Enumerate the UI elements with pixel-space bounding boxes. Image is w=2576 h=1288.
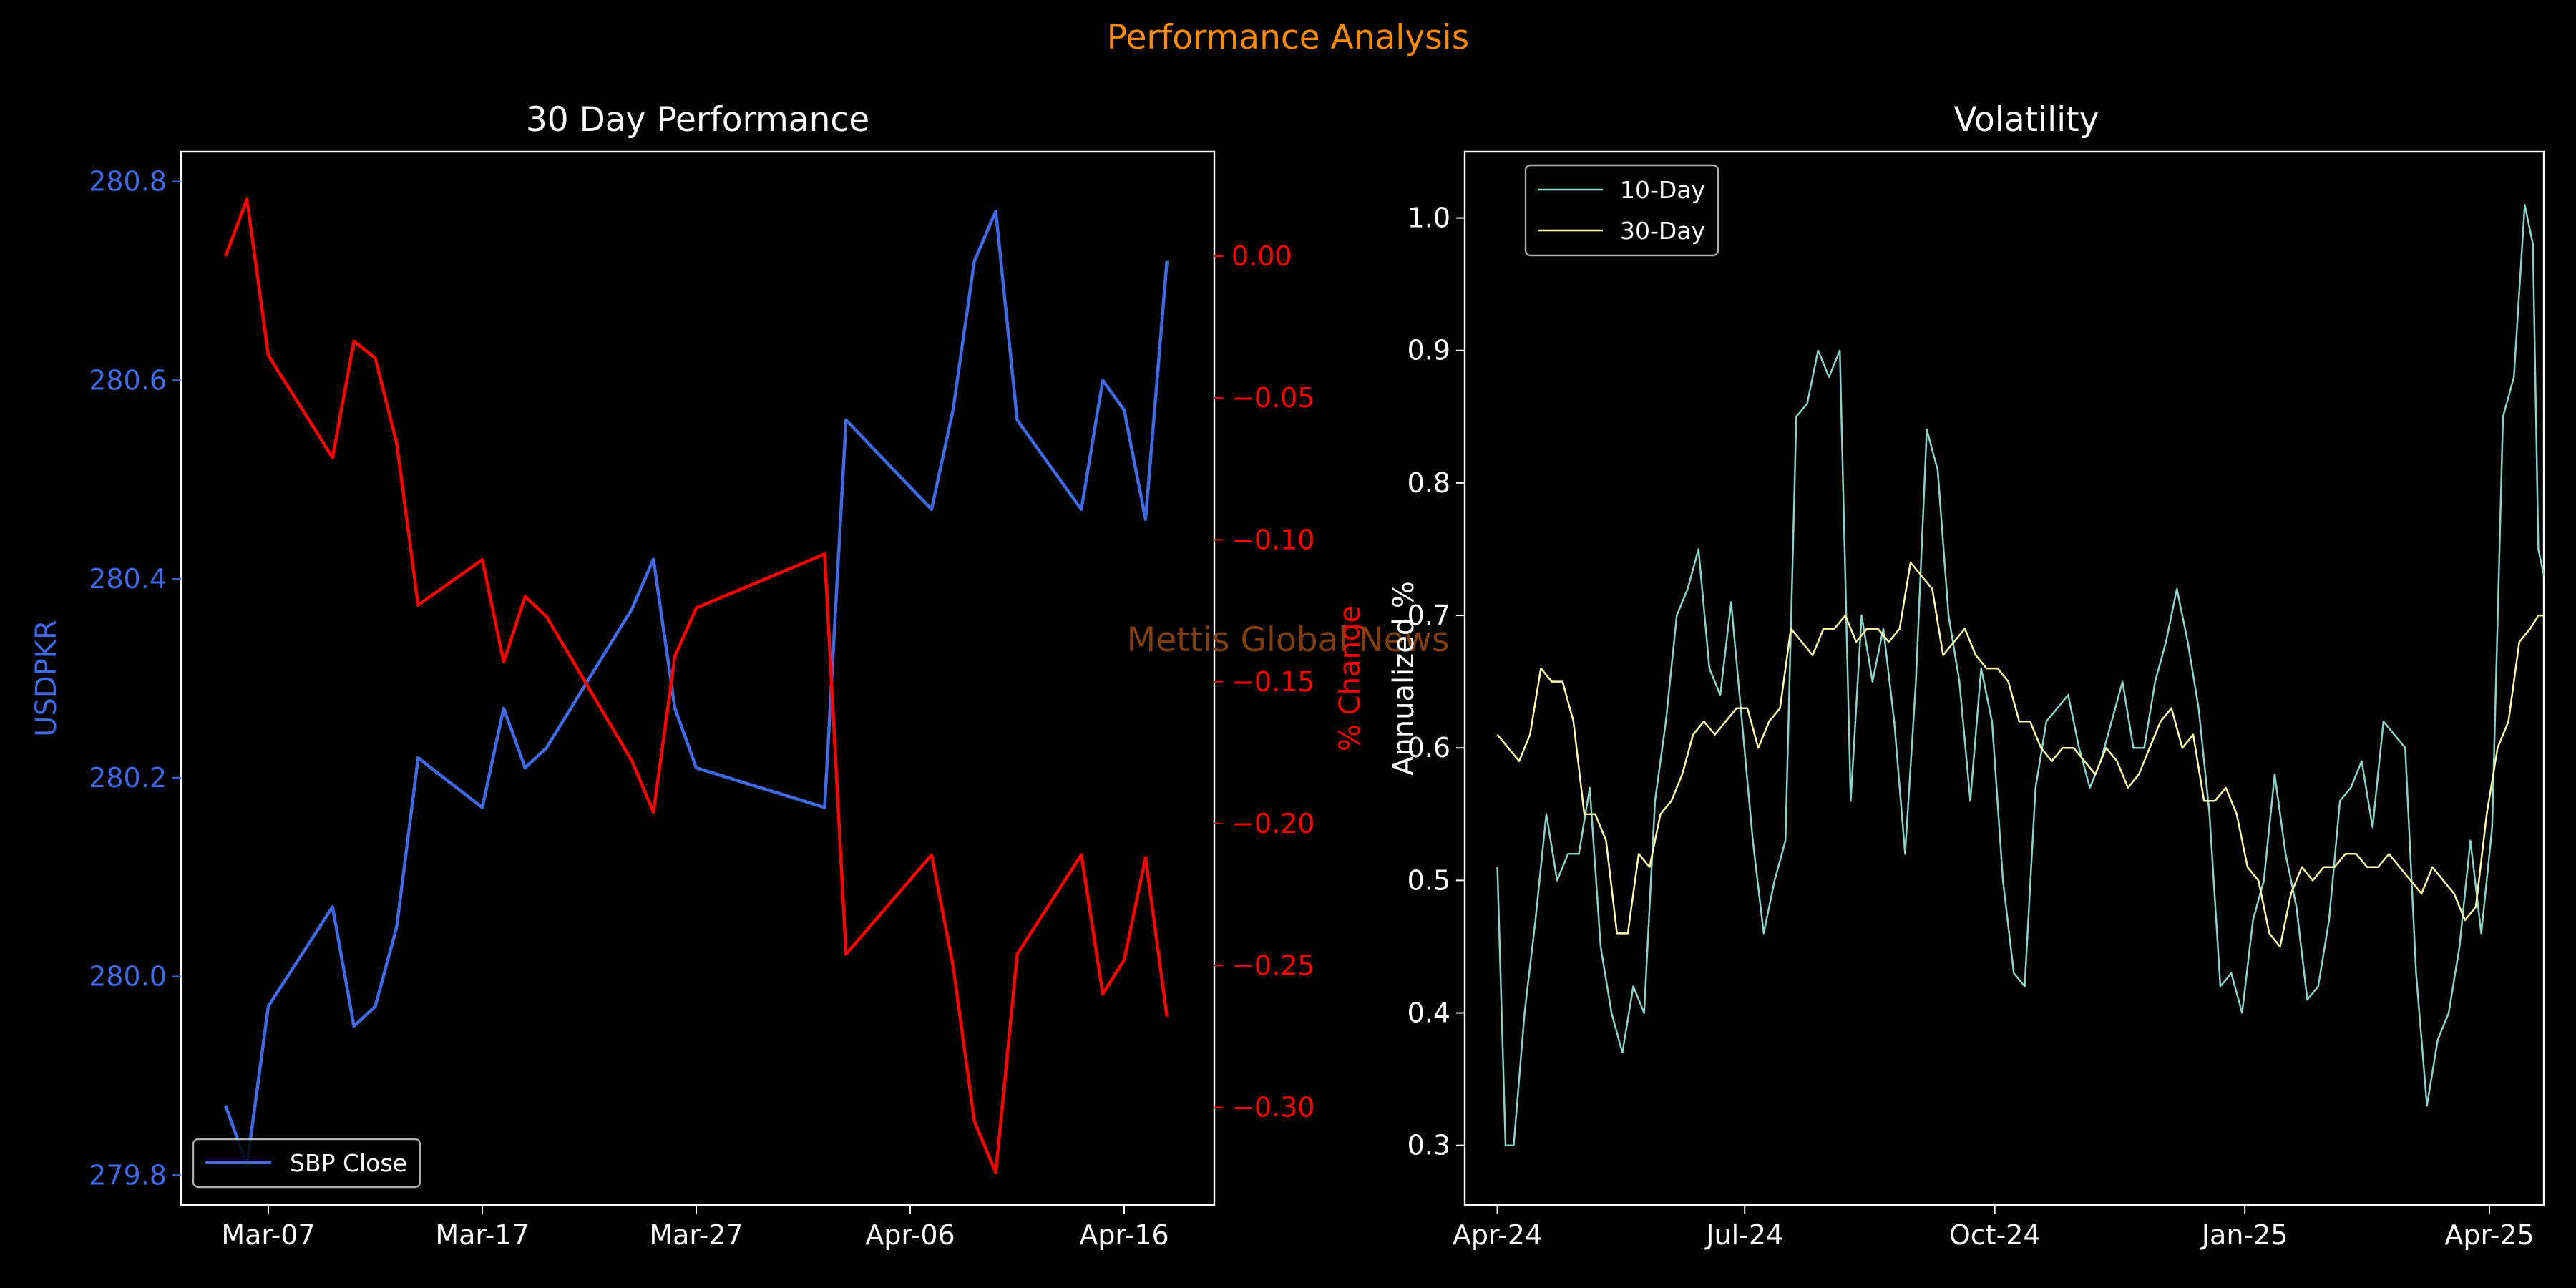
vol-y-tick-label-1-0: 1.0 — [1407, 203, 1450, 234]
left-y-tick-label-280-0: 280.0 — [89, 961, 167, 992]
right-y-tick-label-0-30: −0.30 — [1231, 1092, 1314, 1123]
vol-y-tick-label-0-7: 0.7 — [1407, 600, 1450, 631]
x-tick-label-mar-27: Mar-27 — [649, 1219, 743, 1251]
volatility-y-label: Annualized % — [1387, 581, 1420, 776]
right-y-tick-label-0-25: −0.25 — [1231, 950, 1314, 981]
performance-legend: SBP Close — [192, 1138, 421, 1189]
performance-left-y-label: USDPKR — [30, 620, 63, 737]
vol-x-tick-label-oct-24: Oct-24 — [1949, 1219, 2041, 1251]
legend-label-10-day: 10-Day — [1620, 176, 1705, 204]
watermark-text: Mettis Global News — [1127, 620, 1450, 660]
vol-x-tick-label-jul-24: Jul-24 — [1704, 1219, 1783, 1251]
right-y-tick-label-0-10: −0.10 — [1231, 524, 1314, 555]
legend-label-sbp-close: SBP Close — [290, 1149, 407, 1177]
performance-chart-title: 30 Day Performance — [526, 100, 869, 140]
vol-y-tick-label-0-5: 0.5 — [1407, 864, 1450, 896]
series-line-pct-change — [224, 197, 1169, 1175]
vol-y-tick-label-0-3: 0.3 — [1407, 1130, 1450, 1161]
volatility-chart: Volatility Apr-24 Jul-24 Oct-24 Jan-25 Apr-2… — [1387, 100, 2545, 1251]
vol-y-tick-label-0-9: 0.9 — [1407, 335, 1450, 366]
volatility-legend-box — [1524, 164, 1719, 257]
right-y-tick-label-0-15: −0.15 — [1231, 666, 1314, 698]
vol-y-tick-label-0-8: 0.8 — [1407, 467, 1450, 499]
volatility-y-axis: 0.3 0.4 0.5 0.6 0.7 0.8 0.9 1.0 — [1407, 203, 1465, 1161]
series-line-10-day — [1496, 203, 2545, 1146]
performance-right-y-axis: 0.00 −0.05 −0.10 −0.15 −0.20 −0.25 −0.30 — [1214, 240, 1314, 1123]
performance-plot-frame — [180, 150, 1216, 1206]
left-y-tick-label-280-4: 280.4 — [89, 563, 167, 595]
left-y-tick-label-280-2: 280.2 — [89, 762, 167, 794]
legend-label-30-day: 30-Day — [1620, 217, 1705, 245]
volatility-chart-title: Volatility — [1954, 100, 2099, 140]
performance-left-y-axis: 279.8 280.0 280.2 280.4 280.6 280.8 — [89, 166, 181, 1191]
volatility-x-axis: Apr-24 Jul-24 Oct-24 Jan-25 Apr-25 — [1453, 1205, 2534, 1251]
x-tick-label-mar-07: Mar-07 — [221, 1219, 315, 1251]
vol-x-tick-label-jan-25: Jan-25 — [2200, 1219, 2288, 1251]
performance-series — [224, 197, 1169, 1175]
x-tick-label-apr-06: Apr-06 — [865, 1219, 955, 1251]
vol-x-tick-label-apr-24: Apr-24 — [1453, 1219, 1542, 1251]
figure-suptitle: Performance Analysis — [1107, 18, 1469, 57]
vol-x-tick-label-apr-25: Apr-25 — [2444, 1219, 2534, 1251]
left-y-tick-label-280-8: 280.8 — [89, 166, 167, 197]
right-y-tick-label-0-05: −0.05 — [1231, 382, 1314, 414]
series-line-sbp-close — [224, 210, 1169, 1167]
performance-chart: 30 Day Performance Mar-07 Mar-17 Mar-27 Apr… — [30, 100, 1449, 1251]
performance-x-axis: Mar-07 Mar-17 Mar-27 Apr-06 Apr-16 — [221, 1205, 1169, 1251]
volatility-series — [1496, 203, 2545, 1146]
right-y-tick-label-0-00: 0.00 — [1231, 240, 1292, 272]
left-y-tick-label-279-8: 279.8 — [89, 1159, 167, 1191]
performance-right-y-label: % Change — [1334, 605, 1367, 751]
vol-y-tick-label-0-6: 0.6 — [1407, 732, 1450, 763]
volatility-plot-frame — [1463, 150, 2545, 1206]
performance-legend-box — [192, 1138, 421, 1189]
x-tick-label-apr-16: Apr-16 — [1079, 1219, 1169, 1251]
x-tick-label-mar-17: Mar-17 — [435, 1219, 529, 1251]
vol-y-tick-label-0-4: 0.4 — [1407, 997, 1450, 1029]
right-y-tick-label-0-20: −0.20 — [1231, 808, 1314, 839]
series-line-30-day — [1496, 561, 2544, 948]
volatility-legend: 10-Day 30-Day — [1524, 164, 1719, 257]
left-y-tick-label-280-6: 280.6 — [89, 364, 167, 396]
